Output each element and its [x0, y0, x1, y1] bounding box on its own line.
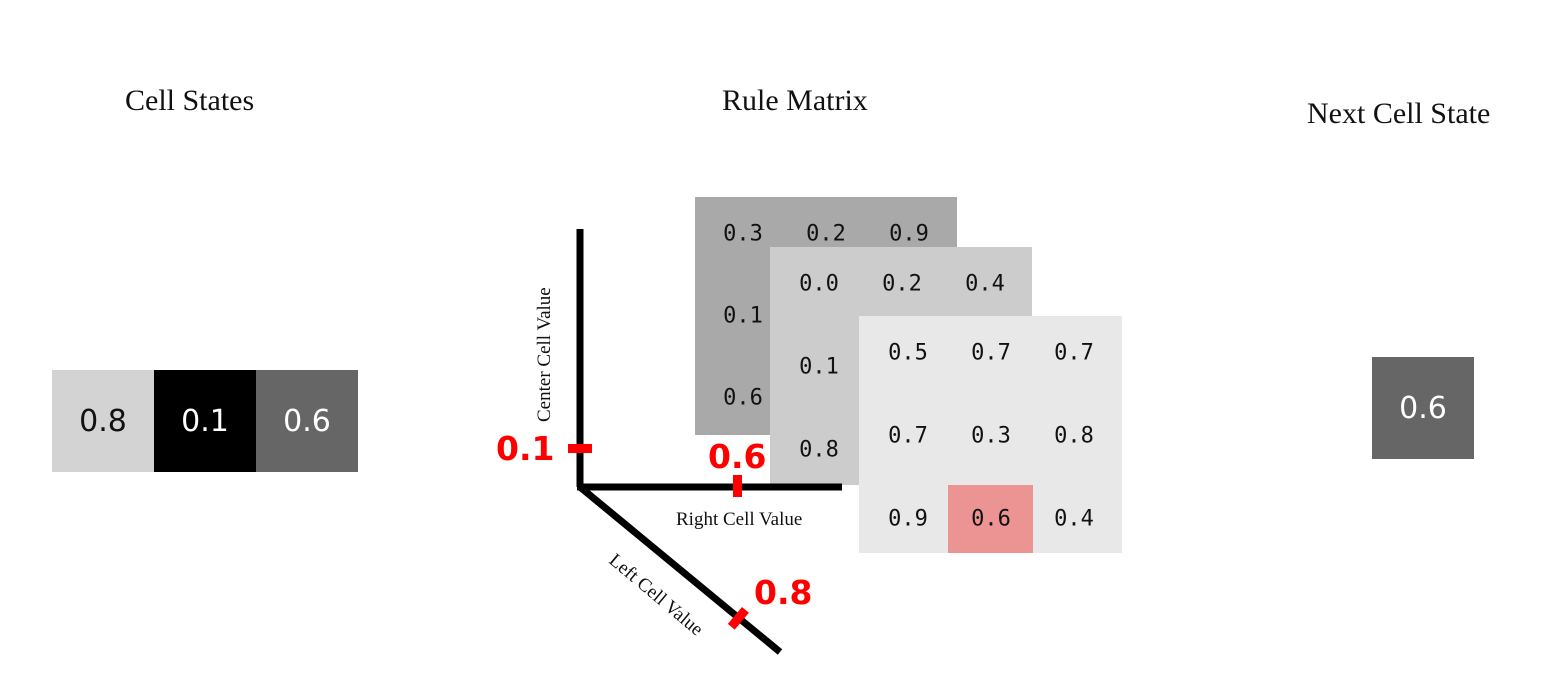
matrix-cell: 0.3	[723, 221, 763, 247]
center-value-label: 0.1	[496, 429, 554, 468]
left-value-marker	[727, 607, 749, 630]
matrix-cell: 0.2	[882, 271, 922, 297]
matrix-cell: 0.4	[1054, 506, 1094, 532]
matrix-cell: 0.7	[971, 340, 1011, 366]
left-axis-label: Left Cell Value	[605, 550, 707, 640]
next-cell-state-title: Next Cell State	[1307, 97, 1491, 130]
center-value-marker	[568, 444, 592, 453]
matrix-cell: 0.4	[965, 271, 1005, 297]
matrix-cell: 0.7	[888, 423, 928, 449]
matrix-cell: 0.1	[799, 354, 839, 380]
right-value-marker	[733, 475, 742, 497]
right-value-label: 0.6	[708, 437, 766, 476]
left-value-label: 0.8	[754, 573, 812, 612]
matrix-cell: 0.2	[806, 221, 846, 247]
cell-state-right: 0.6	[256, 370, 358, 472]
matrix-cell-selected: 0.6	[971, 506, 1011, 532]
selected-rule-cell-highlight	[948, 485, 1033, 553]
matrix-cell: 0.6	[723, 385, 763, 411]
center-axis-label: Center Cell Value	[534, 287, 555, 422]
left-axis	[577, 484, 783, 655]
matrix-cell: 0.9	[889, 221, 929, 247]
cell-state-left: 0.8	[52, 370, 154, 472]
matrix-cell: 0.3	[971, 423, 1011, 449]
matrix-cell: 0.0	[799, 271, 839, 297]
matrix-cell: 0.9	[888, 506, 928, 532]
cell-state-center: 0.1	[154, 370, 256, 472]
rule-matrix-title: Rule Matrix	[722, 84, 868, 117]
right-axis-label: Right Cell Value	[676, 509, 802, 530]
matrix-cell: 0.8	[799, 437, 839, 463]
matrix-cell: 0.7	[1054, 340, 1094, 366]
matrix-cell: 0.5	[888, 340, 928, 366]
next-cell-state: 0.6	[1372, 357, 1474, 459]
cell-states-title: Cell States	[125, 84, 255, 117]
matrix-cell: 0.1	[723, 303, 763, 329]
matrix-cell: 0.8	[1054, 423, 1094, 449]
